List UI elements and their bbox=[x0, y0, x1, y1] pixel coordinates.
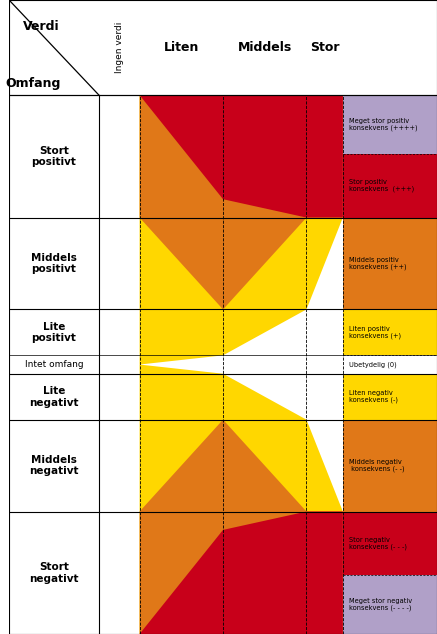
Polygon shape bbox=[139, 95, 343, 217]
Polygon shape bbox=[343, 95, 437, 154]
Text: Liten positiv
konsekvens (+): Liten positiv konsekvens (+) bbox=[349, 326, 402, 339]
Polygon shape bbox=[343, 512, 437, 575]
Text: Ingen verdi: Ingen verdi bbox=[115, 22, 124, 74]
Polygon shape bbox=[343, 575, 437, 634]
Text: Omfang: Omfang bbox=[5, 77, 60, 90]
Text: Middels: Middels bbox=[238, 41, 292, 54]
Text: Liten: Liten bbox=[163, 41, 199, 54]
Polygon shape bbox=[343, 575, 437, 634]
Text: Ubetydelig (0): Ubetydelig (0) bbox=[349, 361, 397, 368]
Text: Verdi: Verdi bbox=[23, 20, 59, 33]
Text: Middels
negativt: Middels negativt bbox=[29, 455, 79, 476]
Polygon shape bbox=[343, 217, 437, 309]
Text: Lite
negativt: Lite negativt bbox=[29, 386, 79, 408]
Text: Stor positiv
konsekvens  (+++): Stor positiv konsekvens (+++) bbox=[349, 179, 415, 193]
Polygon shape bbox=[343, 309, 437, 356]
Text: Stort
negativt: Stort negativt bbox=[29, 562, 79, 583]
Text: Stort
positivt: Stort positivt bbox=[31, 146, 76, 167]
Text: Stor: Stor bbox=[310, 41, 340, 54]
Text: Stor negativ
konsekvens (- - -): Stor negativ konsekvens (- - -) bbox=[349, 536, 407, 550]
Polygon shape bbox=[139, 95, 343, 309]
Polygon shape bbox=[139, 420, 343, 634]
Text: Middels
positivt: Middels positivt bbox=[31, 253, 77, 275]
Polygon shape bbox=[9, 0, 437, 634]
Polygon shape bbox=[343, 420, 437, 512]
Text: Meget stor positiv
konsekvens (++++): Meget stor positiv konsekvens (++++) bbox=[349, 118, 418, 131]
Text: Middels negativ
 konsekvens (- -): Middels negativ konsekvens (- -) bbox=[349, 459, 405, 472]
Polygon shape bbox=[139, 512, 343, 634]
Polygon shape bbox=[343, 95, 437, 154]
Text: Intet omfang: Intet omfang bbox=[24, 360, 83, 369]
Polygon shape bbox=[343, 373, 437, 420]
Polygon shape bbox=[139, 95, 343, 365]
Polygon shape bbox=[343, 356, 437, 373]
Text: Liten negativ
konsekvens (-): Liten negativ konsekvens (-) bbox=[349, 390, 398, 403]
Polygon shape bbox=[343, 154, 437, 217]
Text: Lite
positivt: Lite positivt bbox=[31, 321, 76, 343]
Text: Middels positiv
konsekvens (++): Middels positiv konsekvens (++) bbox=[349, 257, 407, 270]
Text: Meget stor negativ
konsekvens (- - - -): Meget stor negativ konsekvens (- - - -) bbox=[349, 598, 413, 611]
Polygon shape bbox=[139, 365, 343, 634]
